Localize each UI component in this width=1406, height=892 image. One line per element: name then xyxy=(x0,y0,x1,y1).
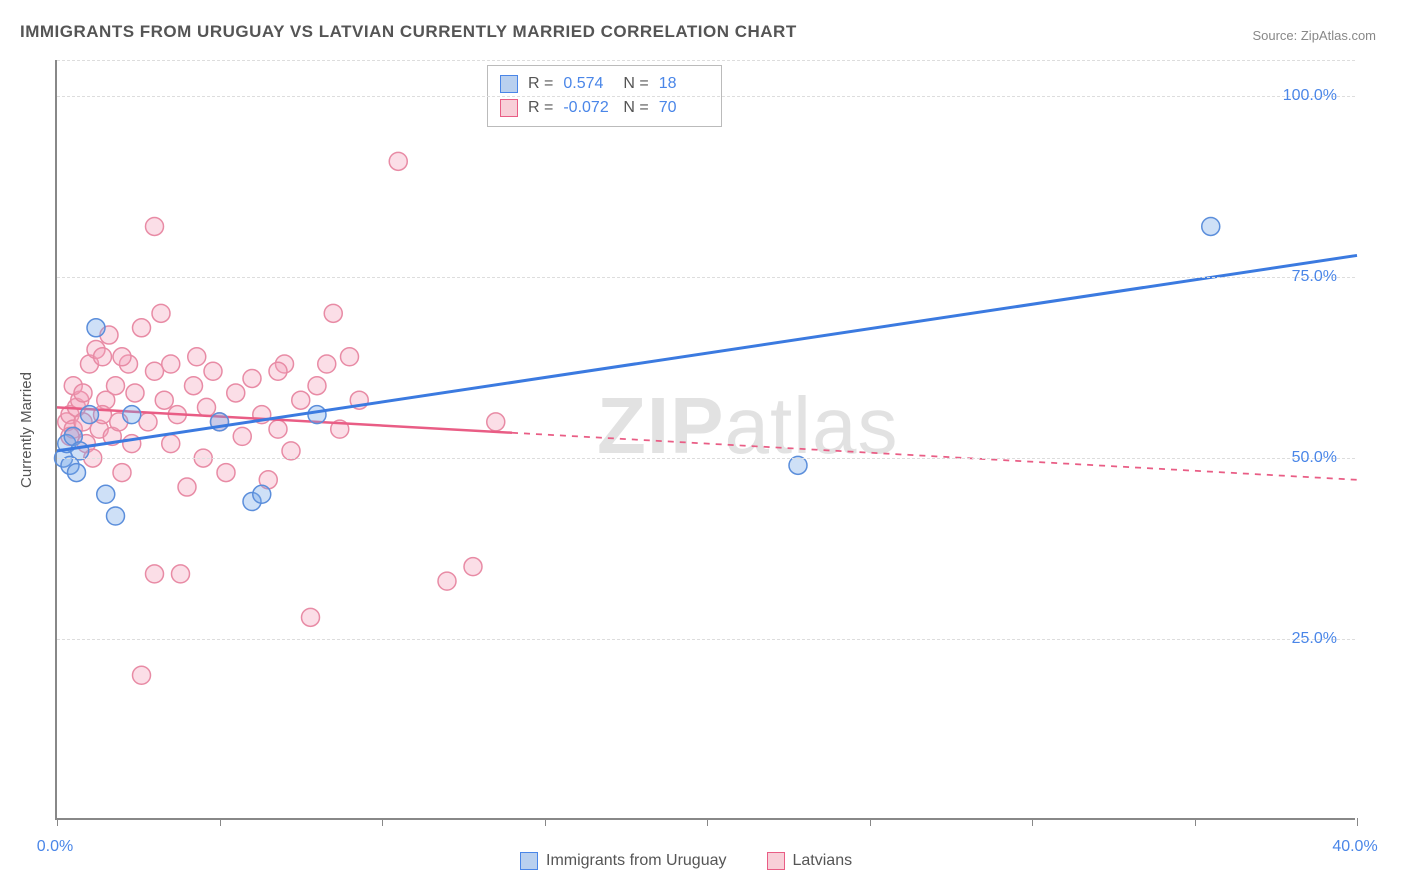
data-point xyxy=(107,507,125,525)
y-tick-label: 25.0% xyxy=(1292,630,1337,648)
data-point xyxy=(68,464,86,482)
gridline xyxy=(57,277,1355,278)
chart-title: IMMIGRANTS FROM URUGUAY VS LATVIAN CURRE… xyxy=(20,22,797,42)
x-tick xyxy=(1195,818,1196,826)
y-tick-label: 100.0% xyxy=(1283,87,1337,105)
gridline xyxy=(57,96,1355,97)
legend-label: Immigrants from Uruguay xyxy=(546,852,727,870)
y-axis-label: Currently Married xyxy=(18,372,35,488)
gridline xyxy=(57,60,1355,61)
data-point xyxy=(139,413,157,431)
x-tick xyxy=(382,818,383,826)
x-tick-label: 40.0% xyxy=(1332,838,1377,856)
data-point xyxy=(133,319,151,337)
data-point xyxy=(146,565,164,583)
data-point xyxy=(113,464,131,482)
r-label: R = xyxy=(528,72,553,96)
data-point xyxy=(464,558,482,576)
trend-line xyxy=(57,255,1357,450)
data-point xyxy=(227,384,245,402)
gridline xyxy=(57,458,1355,459)
y-tick-label: 50.0% xyxy=(1292,449,1337,467)
y-tick-label: 75.0% xyxy=(1292,268,1337,286)
legend-swatch xyxy=(767,852,785,870)
data-point xyxy=(188,348,206,366)
data-point xyxy=(308,406,326,424)
plot-area: ZIPatlas R =0.574N =18R =-0.072N =70 25.… xyxy=(55,60,1355,820)
data-point xyxy=(133,666,151,684)
data-point xyxy=(302,608,320,626)
stats-legend-row: R = -0.072 N = 70 xyxy=(500,96,709,120)
data-point xyxy=(162,435,180,453)
legend-swatch xyxy=(520,852,538,870)
data-point xyxy=(81,406,99,424)
data-point xyxy=(269,362,287,380)
data-point xyxy=(204,362,222,380)
n-value: 70 xyxy=(659,96,709,120)
data-point xyxy=(146,217,164,235)
trend-line-extrapolated xyxy=(512,433,1357,480)
data-point xyxy=(123,406,141,424)
x-tick xyxy=(1032,818,1033,826)
data-point xyxy=(253,485,271,503)
source-attribution: Source: ZipAtlas.com xyxy=(1252,28,1376,43)
data-point xyxy=(217,464,235,482)
data-point xyxy=(198,398,216,416)
x-tick xyxy=(220,818,221,826)
data-point xyxy=(97,485,115,503)
data-point xyxy=(233,427,251,445)
data-point xyxy=(438,572,456,590)
data-point xyxy=(243,369,261,387)
data-point xyxy=(113,348,131,366)
data-point xyxy=(324,304,342,322)
stats-legend-row: R = 0.574 N = 18 xyxy=(500,72,709,96)
data-point xyxy=(341,348,359,366)
legend-swatch xyxy=(500,75,518,93)
data-point xyxy=(152,304,170,322)
x-tick xyxy=(57,818,58,826)
data-point xyxy=(487,413,505,431)
bottom-legend: Immigrants from Uruguay Latvians xyxy=(520,852,852,870)
r-value: 0.574 xyxy=(563,72,613,96)
data-point xyxy=(318,355,336,373)
data-point xyxy=(178,478,196,496)
data-point xyxy=(126,384,144,402)
r-label: R = xyxy=(528,96,553,120)
data-point xyxy=(107,377,125,395)
x-tick xyxy=(1357,818,1358,826)
data-point xyxy=(87,319,105,337)
x-tick-label: 0.0% xyxy=(37,838,73,856)
data-point xyxy=(74,384,92,402)
n-label: N = xyxy=(623,72,648,96)
legend-item: Latvians xyxy=(767,852,853,870)
legend-item: Immigrants from Uruguay xyxy=(520,852,727,870)
data-point xyxy=(269,420,287,438)
r-value: -0.072 xyxy=(563,96,613,120)
data-point xyxy=(389,152,407,170)
data-point xyxy=(308,377,326,395)
data-point xyxy=(155,391,173,409)
gridline xyxy=(57,639,1355,640)
data-point xyxy=(146,362,164,380)
data-point xyxy=(1202,217,1220,235)
x-tick xyxy=(707,818,708,826)
x-tick xyxy=(545,818,546,826)
data-point xyxy=(292,391,310,409)
chart-svg xyxy=(57,60,1355,818)
legend-swatch xyxy=(500,99,518,117)
data-point xyxy=(185,377,203,395)
n-value: 18 xyxy=(659,72,709,96)
x-tick xyxy=(870,818,871,826)
data-point xyxy=(172,565,190,583)
data-point xyxy=(162,355,180,373)
data-point xyxy=(94,348,112,366)
n-label: N = xyxy=(623,96,648,120)
legend-label: Latvians xyxy=(793,852,853,870)
